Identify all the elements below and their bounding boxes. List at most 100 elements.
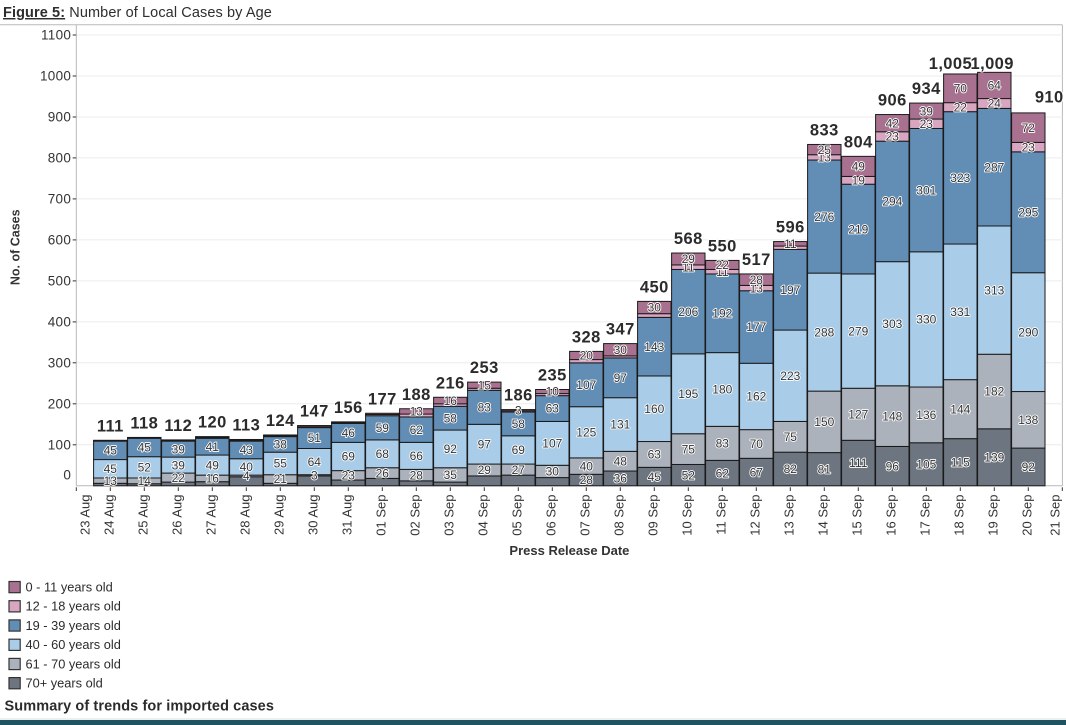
svg-text:136: 136 xyxy=(916,408,936,422)
svg-text:28: 28 xyxy=(410,468,424,482)
svg-text:64: 64 xyxy=(988,79,1002,93)
svg-text:81: 81 xyxy=(818,462,832,476)
svg-text:31 Aug: 31 Aug xyxy=(340,495,355,536)
svg-text:21: 21 xyxy=(274,472,288,486)
svg-text:206: 206 xyxy=(678,305,698,319)
svg-text:21 Sep: 21 Sep xyxy=(1047,495,1062,536)
svg-text:58: 58 xyxy=(444,411,458,425)
svg-text:05 Sep: 05 Sep xyxy=(510,495,525,536)
svg-text:40: 40 xyxy=(580,459,594,473)
svg-text:0 - 11 years old: 0 - 11 years old xyxy=(26,580,113,595)
svg-text:253: 253 xyxy=(470,359,499,377)
svg-text:118: 118 xyxy=(130,415,158,433)
svg-text:906: 906 xyxy=(878,92,907,110)
svg-text:120: 120 xyxy=(198,414,227,432)
svg-text:195: 195 xyxy=(678,387,698,401)
svg-text:No. of Cases: No. of Cases xyxy=(9,209,23,285)
svg-text:70: 70 xyxy=(750,437,764,451)
svg-text:138: 138 xyxy=(1018,413,1038,427)
svg-text:216: 216 xyxy=(436,374,465,392)
svg-text:39: 39 xyxy=(172,442,186,456)
svg-text:49: 49 xyxy=(852,160,866,174)
svg-text:39: 39 xyxy=(920,104,934,118)
svg-text:113: 113 xyxy=(232,417,260,435)
svg-text:06 Sep: 06 Sep xyxy=(544,495,559,536)
svg-text:700: 700 xyxy=(48,192,71,207)
svg-text:40 - 60 years old: 40 - 60 years old xyxy=(26,637,121,652)
svg-text:01 Sep: 01 Sep xyxy=(374,495,389,536)
svg-text:61 - 70 years old: 61 - 70 years old xyxy=(26,656,121,671)
svg-text:12 - 18 years old: 12 - 18 years old xyxy=(26,599,121,614)
svg-text:70+ years old: 70+ years old xyxy=(26,676,103,691)
svg-text:30: 30 xyxy=(614,343,628,357)
svg-text:29: 29 xyxy=(682,252,696,266)
svg-text:04 Sep: 04 Sep xyxy=(476,495,491,536)
svg-text:16 Sep: 16 Sep xyxy=(884,495,899,536)
svg-text:11: 11 xyxy=(784,237,797,251)
svg-text:09 Sep: 09 Sep xyxy=(646,495,661,536)
svg-text:63: 63 xyxy=(648,448,662,462)
svg-text:52: 52 xyxy=(682,468,696,482)
svg-text:1100: 1100 xyxy=(41,28,71,43)
svg-text:295: 295 xyxy=(1018,206,1038,220)
svg-text:600: 600 xyxy=(48,233,71,248)
svg-text:287: 287 xyxy=(984,160,1004,174)
svg-text:Figure 5: Number of Local Case: Figure 5: Number of Local Cases by Age xyxy=(3,5,272,21)
svg-text:26: 26 xyxy=(376,466,390,480)
svg-text:13: 13 xyxy=(104,474,118,488)
svg-text:144: 144 xyxy=(950,402,970,416)
svg-text:107: 107 xyxy=(576,378,596,392)
svg-text:16: 16 xyxy=(444,394,458,408)
svg-text:11 Sep: 11 Sep xyxy=(714,495,729,535)
svg-text:13 Sep: 13 Sep xyxy=(782,495,797,536)
svg-text:48: 48 xyxy=(614,454,628,468)
svg-text:111: 111 xyxy=(97,417,124,435)
svg-text:97: 97 xyxy=(478,437,492,451)
svg-text:19: 19 xyxy=(852,174,866,188)
svg-text:23 Aug: 23 Aug xyxy=(78,495,93,536)
svg-text:147: 147 xyxy=(300,403,329,421)
svg-text:15 Sep: 15 Sep xyxy=(850,495,865,536)
svg-text:20: 20 xyxy=(580,349,594,363)
svg-text:303: 303 xyxy=(882,317,902,331)
svg-text:30 Aug: 30 Aug xyxy=(306,495,321,536)
svg-text:45: 45 xyxy=(648,470,662,484)
svg-text:96: 96 xyxy=(886,459,900,473)
svg-text:51: 51 xyxy=(308,431,322,445)
svg-text:83: 83 xyxy=(478,401,492,415)
svg-text:16: 16 xyxy=(206,472,220,486)
svg-text:41: 41 xyxy=(206,440,220,454)
svg-text:39: 39 xyxy=(172,458,186,472)
svg-text:294: 294 xyxy=(882,195,902,209)
svg-text:36: 36 xyxy=(614,472,628,486)
svg-text:83: 83 xyxy=(716,437,730,451)
svg-text:219: 219 xyxy=(848,222,868,236)
svg-text:22: 22 xyxy=(954,100,968,114)
svg-text:156: 156 xyxy=(334,399,363,417)
svg-text:67: 67 xyxy=(750,465,764,479)
svg-text:125: 125 xyxy=(576,426,596,440)
svg-text:69: 69 xyxy=(512,443,526,457)
svg-text:45: 45 xyxy=(104,462,118,476)
svg-text:27: 27 xyxy=(512,463,526,477)
svg-text:15: 15 xyxy=(478,378,492,392)
svg-text:596: 596 xyxy=(776,219,805,237)
svg-text:25 Aug: 25 Aug xyxy=(136,495,151,536)
svg-text:10: 10 xyxy=(546,385,560,399)
svg-text:150: 150 xyxy=(814,415,834,429)
svg-text:30: 30 xyxy=(546,465,560,479)
svg-text:19 Sep: 19 Sep xyxy=(986,495,1001,536)
svg-text:24 Aug: 24 Aug xyxy=(102,495,117,536)
svg-text:301: 301 xyxy=(916,183,936,197)
svg-text:180: 180 xyxy=(712,383,732,397)
svg-text:200: 200 xyxy=(48,396,71,411)
svg-text:162: 162 xyxy=(746,390,766,404)
svg-text:18 Sep: 18 Sep xyxy=(952,495,967,536)
svg-text:12 Sep: 12 Sep xyxy=(748,495,763,536)
svg-text:3: 3 xyxy=(311,469,318,483)
svg-text:23: 23 xyxy=(886,130,900,144)
svg-text:66: 66 xyxy=(410,449,424,463)
svg-text:30: 30 xyxy=(648,301,662,315)
svg-text:105: 105 xyxy=(916,458,936,472)
svg-text:127: 127 xyxy=(848,408,868,422)
